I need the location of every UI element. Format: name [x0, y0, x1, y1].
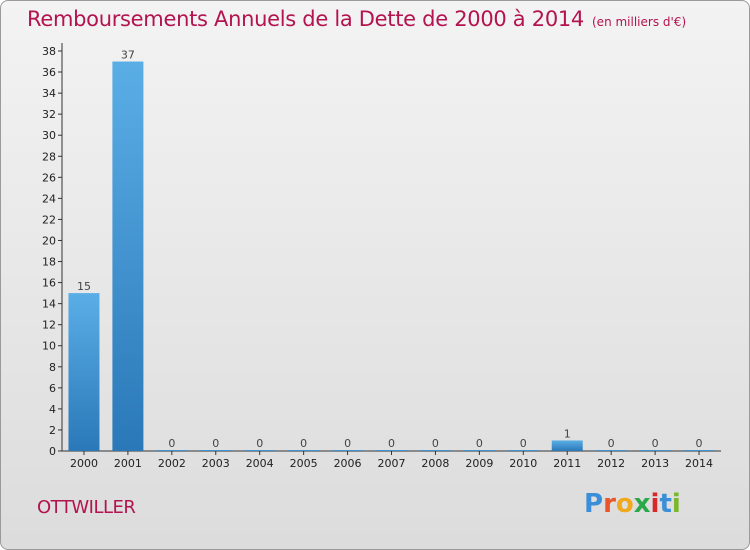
bar-value-label: 37: [121, 49, 135, 62]
x-tick-label: 2003: [202, 457, 230, 470]
x-tick-label: 2006: [334, 457, 362, 470]
logo-letter: i: [650, 489, 660, 519]
bar-value-label: 0: [212, 437, 219, 450]
bar-value-label: 0: [256, 437, 263, 450]
bar: [244, 450, 276, 451]
x-tick-label: 2013: [641, 457, 669, 470]
bar: [68, 293, 100, 451]
y-tick-label: 38: [42, 45, 56, 58]
x-tick-label: 2009: [465, 457, 493, 470]
logo-letter: x: [633, 489, 651, 519]
y-tick-label: 30: [42, 129, 56, 142]
bar-value-label: 0: [300, 437, 307, 450]
logo-letter: P: [584, 489, 604, 519]
bar: [683, 450, 715, 451]
bar-value-label: 0: [168, 437, 175, 450]
logo-letter: o: [615, 489, 634, 519]
bar: [200, 450, 232, 451]
x-tick-label: 2008: [421, 457, 449, 470]
y-tick-label: 36: [42, 66, 56, 79]
bar-value-label: 15: [77, 280, 91, 293]
bar-value-label: 0: [608, 437, 615, 450]
y-tick-label: 18: [42, 256, 56, 269]
bar: [332, 450, 364, 451]
y-tick-label: 6: [49, 382, 56, 395]
bar: [376, 450, 407, 451]
bar: [463, 450, 495, 451]
logo-letter: r: [603, 489, 616, 519]
chart-subtitle: (en milliers d'€): [592, 15, 687, 29]
logo-letter: i: [671, 489, 681, 519]
bar: [156, 450, 188, 451]
chart-title: Remboursements Annuels de la Dette de 20…: [27, 7, 584, 31]
logo-letter: t: [659, 489, 672, 519]
bar-value-label: 1: [564, 427, 571, 440]
x-tick-label: 2014: [685, 457, 713, 470]
bar-value-label: 0: [476, 437, 483, 450]
y-tick-label: 12: [42, 319, 56, 332]
y-tick-label: 0: [49, 445, 56, 458]
y-tick-label: 14: [42, 298, 56, 311]
bar-value-label: 0: [520, 437, 527, 450]
x-tick-label: 2007: [378, 457, 406, 470]
x-tick-label: 2000: [70, 457, 98, 470]
y-tick-label: 16: [42, 277, 56, 290]
x-tick-label: 2012: [597, 457, 625, 470]
y-tick-label: 24: [42, 192, 56, 205]
y-tick-label: 4: [49, 403, 56, 416]
bar-value-label: 0: [388, 437, 395, 450]
bar: [551, 440, 583, 451]
bar-value-label: 0: [652, 437, 659, 450]
bar: [419, 450, 451, 451]
y-tick-label: 2: [49, 424, 56, 437]
x-tick-label: 2004: [246, 457, 274, 470]
proxiti-logo: Proxiti: [584, 489, 681, 519]
y-tick-label: 10: [42, 340, 56, 353]
y-tick-label: 22: [42, 213, 56, 226]
x-tick-label: 2011: [553, 457, 581, 470]
y-tick-label: 20: [42, 234, 56, 247]
x-tick-label: 2005: [290, 457, 318, 470]
bar-value-label: 0: [344, 437, 351, 450]
bar: [288, 450, 320, 451]
bar-value-label: 0: [696, 437, 703, 450]
y-tick-label: 26: [42, 171, 56, 184]
chart-title-block: Remboursements Annuels de la Dette de 20…: [27, 7, 686, 31]
x-tick-label: 2002: [158, 457, 186, 470]
bar-value-label: 0: [432, 437, 439, 450]
bar: [595, 450, 627, 451]
bar: [507, 450, 539, 451]
y-tick-label: 34: [42, 87, 56, 100]
y-tick-label: 8: [49, 361, 56, 374]
x-tick-label: 2010: [509, 457, 537, 470]
bar: [112, 61, 144, 452]
y-tick-label: 28: [42, 150, 56, 163]
town-name: OTTWILLER: [37, 497, 136, 518]
y-tick-label: 32: [42, 108, 56, 121]
bar: [639, 450, 671, 451]
x-tick-label: 2001: [114, 457, 142, 470]
